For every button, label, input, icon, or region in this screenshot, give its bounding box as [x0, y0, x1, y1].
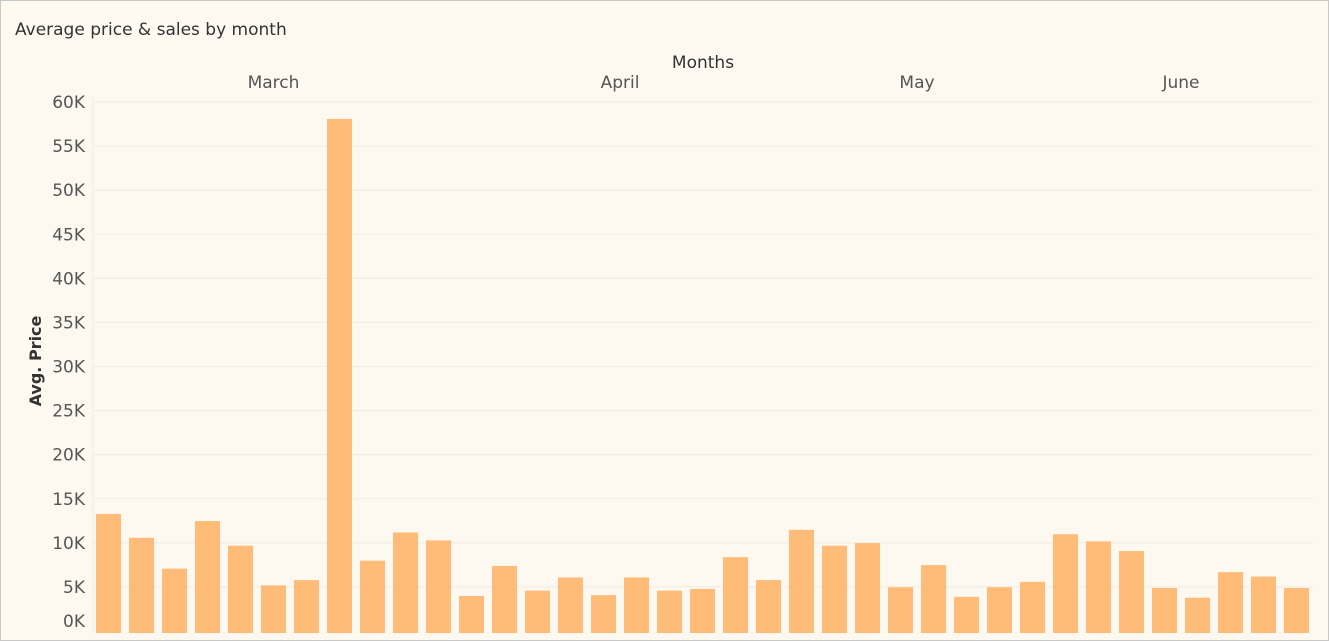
month-header-june: June [1161, 73, 1199, 93]
bar-march-7[interactable] [294, 580, 319, 633]
bar-june-5[interactable] [1185, 597, 1210, 633]
bar-april-2[interactable] [492, 565, 517, 633]
month-header-may: May [899, 73, 934, 93]
bars [96, 118, 1309, 633]
y-tick-label: 45K [52, 225, 86, 245]
bar-april-3[interactable] [525, 590, 550, 633]
bar-may-1[interactable] [789, 529, 814, 633]
y-tick-label: 50K [52, 181, 86, 201]
y-tick-label: 5K [63, 578, 86, 598]
bar-may-4[interactable] [888, 587, 913, 633]
bar-june-4[interactable] [1152, 588, 1177, 633]
bar-june-2[interactable] [1086, 541, 1111, 633]
bar-march-2[interactable] [129, 537, 154, 633]
bar-may-2[interactable] [822, 545, 847, 633]
y-tick-label: 25K [52, 402, 86, 422]
bar-april-7[interactable] [657, 590, 682, 633]
chart-title: Average price & sales by month [15, 20, 287, 40]
bar-june-6[interactable] [1218, 572, 1243, 633]
bar-april-6[interactable] [624, 577, 649, 633]
bar-may-3[interactable] [855, 543, 880, 633]
month-header-march: March [248, 73, 300, 93]
y-axis-ticks: 0K 5K 10K 15K 20K 25K 30K 35K 40K 45K 50K 55K 60K [52, 93, 86, 632]
month-headers: March April May June [248, 73, 1200, 93]
bar-march-10[interactable] [393, 532, 418, 633]
y-tick-label: 40K [52, 269, 86, 289]
bar-may-6[interactable] [954, 596, 979, 633]
y-tick-label: 20K [52, 446, 86, 466]
bar-june-8[interactable] [1284, 588, 1309, 633]
bar-march-6[interactable] [261, 585, 286, 633]
y-tick-label: 30K [52, 358, 86, 378]
bar-june-7[interactable] [1251, 576, 1276, 633]
bar-may-7[interactable] [987, 587, 1012, 633]
x-axis-title: Months [672, 53, 734, 73]
bar-april-9[interactable] [723, 557, 748, 633]
bar-march-11[interactable] [426, 540, 451, 633]
month-header-april: April [601, 73, 640, 93]
y-tick-label: 55K [52, 137, 86, 157]
bar-march-4[interactable] [195, 521, 220, 633]
bar-march-8[interactable] [327, 118, 352, 633]
bar-june-3[interactable] [1119, 551, 1144, 633]
y-axis-title: Avg. Price [26, 315, 45, 406]
bar-march-5[interactable] [228, 545, 253, 633]
y-tick-label: 60K [52, 93, 86, 113]
gridlines [92, 96, 1313, 633]
bar-may-8[interactable] [1020, 581, 1045, 633]
y-tick-label: 35K [52, 313, 86, 333]
bar-april-5[interactable] [591, 595, 616, 633]
bar-april-10[interactable] [756, 580, 781, 633]
bar-march-1[interactable] [96, 513, 121, 633]
bar-april-1[interactable] [459, 595, 484, 633]
y-tick-label: 15K [52, 490, 86, 510]
y-tick-label: 0K [63, 612, 86, 632]
bar-june-1[interactable] [1053, 534, 1078, 633]
bar-march-9[interactable] [360, 560, 385, 633]
bar-april-8[interactable] [690, 588, 715, 633]
bar-may-5[interactable] [921, 565, 946, 633]
bar-april-4[interactable] [558, 577, 583, 633]
bar-march-3[interactable] [162, 568, 187, 633]
y-tick-label: 10K [52, 534, 86, 554]
